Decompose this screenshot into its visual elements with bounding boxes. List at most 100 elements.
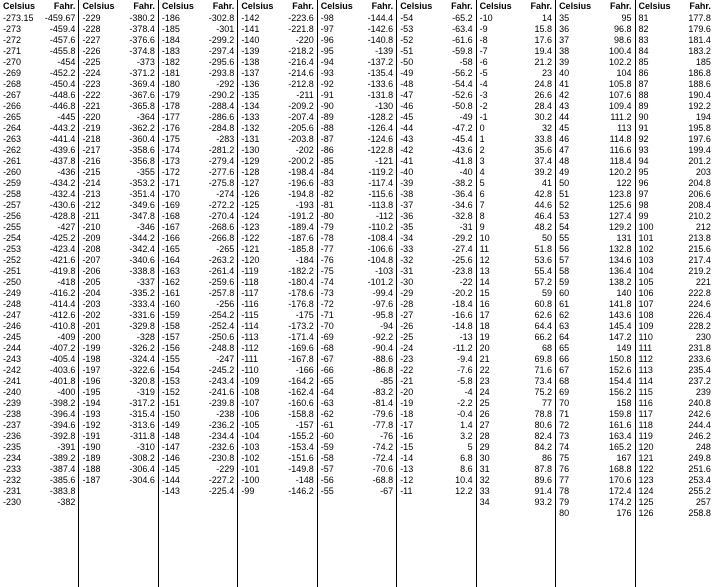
- fahr-value: -335.2: [119, 288, 155, 299]
- table-row: -265-445: [1, 112, 77, 123]
- fahr-value: -31: [436, 222, 472, 233]
- header-fahr: Fahr.: [675, 1, 711, 12]
- fahr-value: 66.2: [516, 332, 552, 343]
- celsius-value: 65: [559, 343, 595, 354]
- fahr-value: -225.4: [198, 486, 234, 497]
- celsius-value: -262: [3, 145, 39, 156]
- fahr-value: -315.4: [119, 409, 155, 420]
- fahr-value: -317.2: [119, 398, 155, 409]
- celsius-value: 17: [480, 310, 516, 321]
- fahr-value: 105.8: [595, 79, 631, 90]
- celsius-value: -154: [162, 365, 198, 376]
- table-row: -84-119.2: [319, 167, 395, 178]
- table-row: 67152.6: [557, 365, 633, 376]
- table-row: -163.2: [398, 431, 474, 442]
- fahr-value: -290.2: [198, 90, 234, 101]
- table-row: -222-367.6: [80, 90, 156, 101]
- celsius-value: -270: [3, 57, 39, 68]
- fahr-value: -241.6: [198, 387, 234, 398]
- table-row: -119-182.2: [239, 266, 315, 277]
- table-row: 3086: [478, 453, 554, 464]
- table-row: 1559: [478, 288, 554, 299]
- celsius-value: -221: [82, 101, 118, 112]
- fahr-value: 172.4: [595, 486, 631, 497]
- celsius-value: -56: [321, 475, 357, 486]
- fahr-value: -418: [39, 277, 75, 288]
- fahr-value: -137.2: [357, 57, 393, 68]
- fahr-value: -322.6: [119, 365, 155, 376]
- table-row: 1253.6: [478, 255, 554, 266]
- table-row: -228.4: [478, 101, 554, 112]
- celsius-value: -245: [3, 332, 39, 343]
- fahr-value: 237.2: [675, 376, 711, 387]
- table-row: -157-250.6: [160, 332, 236, 343]
- celsius-value: 54: [559, 222, 595, 233]
- table-row: -326.6: [478, 90, 554, 101]
- table-row: -20-4: [398, 387, 474, 398]
- fahr-value: 168.8: [595, 464, 631, 475]
- celsius-value: -21: [400, 376, 436, 387]
- fahr-value: -313.6: [119, 420, 155, 431]
- fahr-value: -230.8: [198, 453, 234, 464]
- celsius-value: -140: [241, 35, 277, 46]
- fahr-value: -320.8: [119, 376, 155, 387]
- table-row: -68-90.4: [319, 343, 395, 354]
- celsius-value: 101: [639, 233, 675, 244]
- celsius-value: -234: [3, 453, 39, 464]
- table-row: 94201.2: [637, 156, 713, 167]
- celsius-value: -168: [162, 211, 198, 222]
- table-row: 39102.2: [557, 57, 633, 68]
- table-row: -247-412.6: [1, 310, 77, 321]
- fahr-value: 185: [675, 57, 711, 68]
- fahr-value: 228.2: [675, 321, 711, 332]
- fahr-value: -338.8: [119, 266, 155, 277]
- fahr-value: -115.6: [357, 189, 393, 200]
- table-row: 73163.4: [557, 431, 633, 442]
- celsius-value: -73: [321, 288, 357, 299]
- celsius-value: 76: [559, 464, 595, 475]
- celsius-value: 35: [559, 13, 595, 24]
- celsius-value: -242: [3, 365, 39, 376]
- table-row: -202-331.6: [80, 310, 156, 321]
- celsius-value: 26: [480, 409, 516, 420]
- table-row: 51123.8: [557, 189, 633, 200]
- fahr-value: 113: [595, 123, 631, 134]
- fahr-value: -7.6: [436, 365, 472, 376]
- celsius-value: -218: [82, 134, 118, 145]
- celsius-value: -207: [82, 255, 118, 266]
- table-row: -271-455.8: [1, 46, 77, 57]
- table-row: -32-25.6: [398, 255, 474, 266]
- celsius-value: -238: [3, 409, 39, 420]
- fahr-value: -49: [436, 112, 472, 123]
- table-row: 76168.8: [557, 464, 633, 475]
- fahr-value: -72.4: [357, 453, 393, 464]
- fahr-value: 100.4: [595, 46, 631, 57]
- table-row: -71-95.8: [319, 310, 395, 321]
- celsius-value: -15: [400, 442, 436, 453]
- table-row: -48-54.4: [398, 79, 474, 90]
- table-row: -91-131.8: [319, 90, 395, 101]
- celsius-value: -134: [241, 101, 277, 112]
- fahr-value: -270.4: [198, 211, 234, 222]
- celsius-value: 90: [639, 112, 675, 123]
- fahr-value: 80.6: [516, 420, 552, 431]
- table-row: -134-209.2: [239, 101, 315, 112]
- table-row: 2068: [478, 343, 554, 354]
- celsius-value: -198: [82, 354, 118, 365]
- fahr-value: 123.8: [595, 189, 631, 200]
- fahr-value: -380.2: [119, 13, 155, 24]
- table-row: -171-275.8: [160, 178, 236, 189]
- fahr-value: 44.6: [516, 200, 552, 211]
- fahr-value: 93.2: [516, 497, 552, 508]
- column: CelsiusFahr.81177.882179.683181.484183.2…: [636, 0, 714, 587]
- table-row: 104219.2: [637, 266, 713, 277]
- table-row: -143-225.4: [160, 486, 236, 497]
- table-row: -236-392.8: [1, 431, 77, 442]
- celsius-value: 19: [480, 332, 516, 343]
- celsius-value: -55: [321, 486, 357, 497]
- celsius-value: -202: [82, 310, 118, 321]
- celsius-value: 96: [639, 178, 675, 189]
- table-row: -30-22: [398, 277, 474, 288]
- fahr-value: 62.6: [516, 310, 552, 321]
- fahr-value: 107.6: [595, 90, 631, 101]
